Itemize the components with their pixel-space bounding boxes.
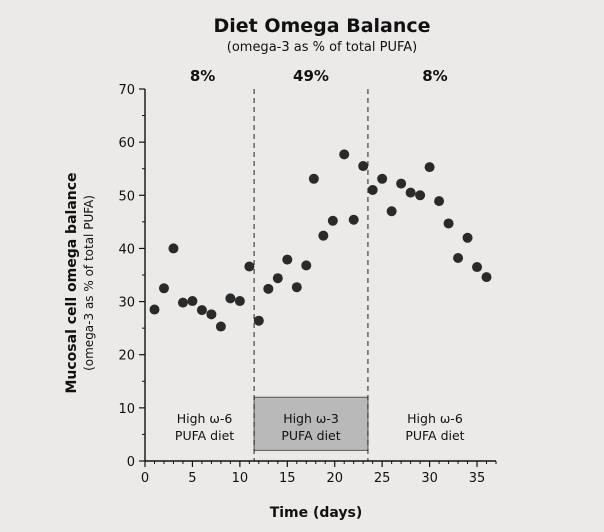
data-point xyxy=(358,161,369,172)
data-point xyxy=(215,321,226,332)
diet-label-line2: PUFA diet xyxy=(405,428,464,443)
data-point xyxy=(187,296,198,307)
phase-percent-label: 49% xyxy=(293,67,329,85)
data-point xyxy=(396,178,407,189)
data-point xyxy=(234,296,245,307)
data-point xyxy=(472,262,483,273)
y-tick-label: 40 xyxy=(118,242,135,257)
data-point xyxy=(291,282,302,293)
data-point xyxy=(263,283,274,294)
data-point xyxy=(327,215,338,226)
data-point xyxy=(177,297,188,308)
data-point xyxy=(196,305,207,316)
chart-subtitle: (omega-3 as % of total PUFA) xyxy=(227,40,417,55)
data-point xyxy=(348,214,359,225)
data-point xyxy=(149,304,160,315)
data-point xyxy=(405,187,416,198)
x-tick-label: 30 xyxy=(421,471,438,486)
data-point xyxy=(253,315,264,326)
data-point xyxy=(206,309,217,320)
y-tick-label: 60 xyxy=(118,136,135,151)
data-point xyxy=(158,283,169,294)
y-tick-label: 50 xyxy=(118,189,135,204)
x-tick-label: 20 xyxy=(326,471,343,486)
diet-label-line2: PUFA diet xyxy=(281,428,340,443)
data-point xyxy=(434,196,445,207)
phase-percent-label: 8% xyxy=(190,67,215,85)
data-point xyxy=(462,232,473,243)
shaded-phase-region xyxy=(253,396,369,451)
x-tick-label: 25 xyxy=(374,471,391,486)
data-point xyxy=(424,162,435,173)
data-point xyxy=(453,252,464,263)
data-point xyxy=(272,273,283,284)
data-point xyxy=(367,184,378,195)
y-axis-label: Mucosal cell omega balance xyxy=(64,172,80,393)
y-tick-label: 0 xyxy=(127,455,135,470)
diet-label-line1: High ω-6 xyxy=(407,411,463,426)
data-point xyxy=(282,254,293,265)
data-point xyxy=(415,190,426,201)
y-tick-label: 20 xyxy=(118,349,135,364)
data-point xyxy=(225,293,236,304)
data-point xyxy=(308,173,319,184)
y-tick-label: 10 xyxy=(118,402,135,417)
data-point xyxy=(386,206,397,217)
y-tick-label: 30 xyxy=(118,296,135,311)
x-tick-label: 10 xyxy=(232,471,249,486)
x-tick-label: 0 xyxy=(141,471,149,486)
data-point xyxy=(168,243,179,254)
plot-area: 0 10 20 30 40 50 60 70 0 5 10 15 20 25 30 35 8% High ω-6 P… xyxy=(118,67,497,486)
diet-label-line1: High ω-6 xyxy=(177,411,233,426)
data-point xyxy=(244,261,255,272)
y-axis-sublabel: (omega-3 as % of total PUFA) xyxy=(82,195,96,371)
diet-label-line2: PUFA diet xyxy=(175,428,234,443)
x-tick-label: 5 xyxy=(188,471,196,486)
data-point xyxy=(481,272,492,283)
chart-title: Diet Omega Balance xyxy=(213,15,430,37)
data-point xyxy=(318,230,329,241)
x-tick-label: 15 xyxy=(279,471,296,486)
data-point xyxy=(301,260,312,271)
diet-label-line1: High ω-3 xyxy=(283,411,339,426)
data-point xyxy=(339,149,350,160)
phase-percent-label: 8% xyxy=(422,67,447,85)
x-axis-label: Time (days) xyxy=(270,505,363,521)
data-point xyxy=(443,218,454,229)
data-point xyxy=(377,173,388,184)
y-tick-label: 70 xyxy=(118,83,135,98)
x-tick-label: 35 xyxy=(469,471,486,486)
